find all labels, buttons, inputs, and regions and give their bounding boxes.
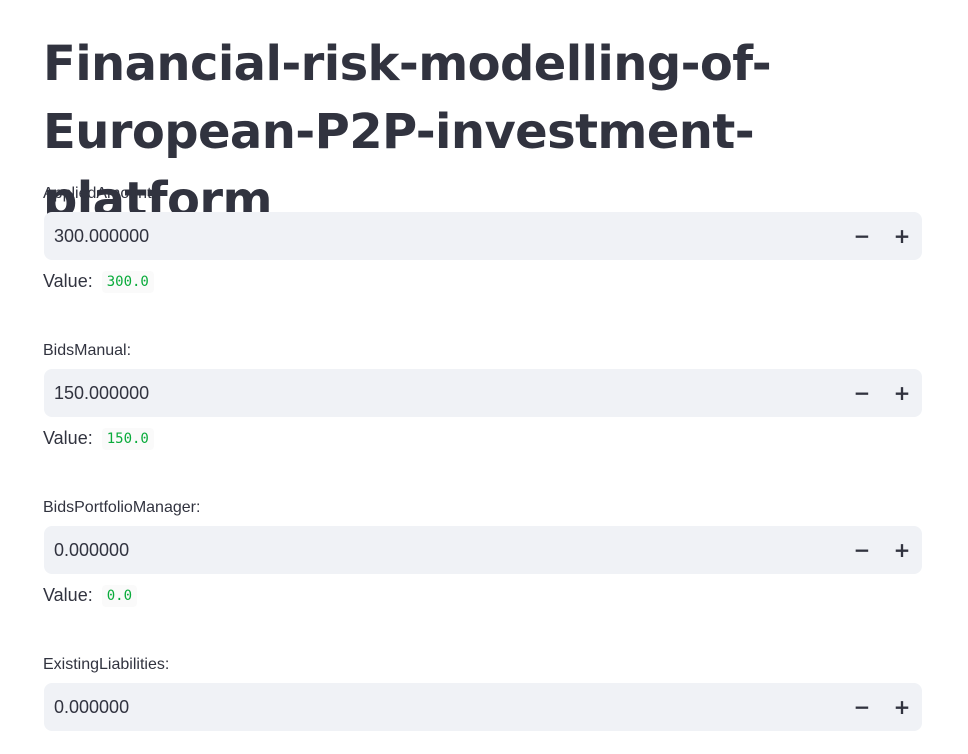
number-field-existing-liabilities: ExistingLiabilities: − + <box>0 654 968 754</box>
increment-button[interactable]: + <box>893 381 911 405</box>
decrement-button[interactable]: − <box>853 224 871 248</box>
number-input-box: − + <box>44 369 922 417</box>
increment-button[interactable]: + <box>893 695 911 719</box>
value-prefix: Value: <box>43 585 93 605</box>
existing-liabilities-input[interactable] <box>54 683 814 731</box>
field-label: AppliedAmount: <box>43 185 156 202</box>
applied-amount-input[interactable] <box>54 212 814 260</box>
value-code: 300.0 <box>101 271 154 293</box>
number-field-bids-portfolio-manager: BidsPortfolioManager: − + Value: 0.0 <box>0 497 968 637</box>
increment-button[interactable]: + <box>893 224 911 248</box>
value-prefix: Value: <box>43 271 93 291</box>
value-display: Value: 0.0 <box>43 582 138 608</box>
decrement-button[interactable]: − <box>853 538 871 562</box>
increment-button[interactable]: + <box>893 538 911 562</box>
value-display: Value: 300.0 <box>43 268 154 294</box>
value-prefix: Value: <box>43 428 93 448</box>
number-input-box: − + <box>44 526 922 574</box>
number-field-applied-amount: AppliedAmount: − + Value: 300.0 <box>0 183 968 323</box>
value-code: 0.0 <box>101 585 138 607</box>
number-input-box: − + <box>44 683 922 731</box>
number-input-box: − + <box>44 212 922 260</box>
field-label: ExistingLiabilities: <box>43 656 170 673</box>
value-code: 150.0 <box>101 428 154 450</box>
decrement-button[interactable]: − <box>853 381 871 405</box>
bids-manual-input[interactable] <box>54 369 814 417</box>
field-label: BidsManual: <box>43 342 132 359</box>
value-display: Value: 150.0 <box>43 425 154 451</box>
bids-portfolio-manager-input[interactable] <box>54 526 814 574</box>
page-title: Financial-risk-modelling-of-European-P2P… <box>43 36 772 228</box>
field-label: BidsPortfolioManager: <box>43 499 201 516</box>
decrement-button[interactable]: − <box>853 695 871 719</box>
number-field-bids-manual: BidsManual: − + Value: 150.0 <box>0 340 968 480</box>
